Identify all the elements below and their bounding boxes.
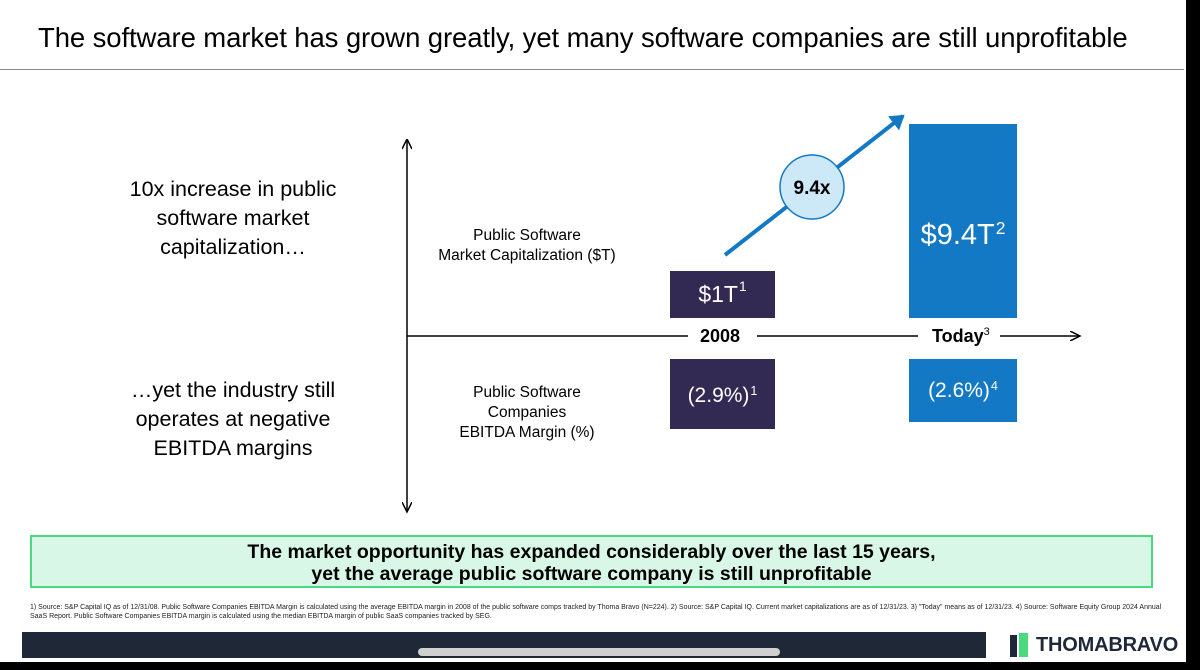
row-label-ebitda-line-2: Companies (487, 404, 567, 421)
bar-market-cap-today: $9.4T2 (909, 123, 1017, 318)
row-label-ebitda-line-3: EBITDA Margin (%) (459, 424, 595, 441)
left-bottom-line-1: …yet the industry still (130, 378, 336, 402)
slide-title: The software market has grown greatly, y… (38, 22, 1128, 53)
bar-ebitda-today: (2.6%)4 (909, 359, 1017, 422)
thoma-bravo-logo: THOMABRAVO (1010, 630, 1178, 660)
source-footnote: 1) Source: S&P Capital IQ as of 12/31/08… (30, 604, 1162, 620)
x-label-today-text: Today (932, 326, 984, 346)
bar-market-cap-today-label: $9.4T (920, 218, 995, 251)
left-top-line-1: 10x increase in public (129, 177, 337, 201)
bar-ebitda-2008: (2.9%)1 (670, 359, 775, 429)
scroll-handle[interactable] (418, 648, 780, 656)
left-top-line-2: software market (156, 206, 310, 230)
footnote-ref-2: 2 (995, 217, 1006, 238)
row-label-ebitda: Public Software Companies EBITDA Margin … (412, 383, 642, 443)
bottom-edge (0, 662, 1200, 670)
row-label-ebitda-line-1: Public Software (473, 384, 581, 401)
row-label-market-cap: Public Software Market Capitalization ($… (412, 226, 642, 266)
footnote-ref-1: 1 (738, 279, 747, 295)
window-edge (1186, 0, 1200, 670)
x-label-2008: 2008 (700, 326, 740, 347)
bar-market-cap-2008-label: $1T (698, 281, 738, 307)
left-top-line-3: capitalization… (160, 235, 306, 259)
x-label-today: Today3 (932, 326, 990, 347)
key-takeaway-banner: The market opportunity has expanded cons… (30, 535, 1153, 588)
left-top-description: 10x increase in public software market c… (108, 175, 358, 262)
footnote-ref-1b: 1 (750, 384, 758, 399)
x-label-2008-text: 2008 (700, 326, 741, 346)
left-bottom-line-3: EBITDA margins (153, 436, 313, 460)
bar-ebitda-today-label: (2.6%) (928, 379, 990, 402)
footnote-ref-3: 3 (983, 326, 990, 338)
bar-ebitda-2008-label: (2.9%) (687, 384, 750, 407)
logo-mark-icon (1010, 633, 1028, 657)
title-divider (0, 69, 1184, 70)
growth-multiple-label: 9.4x (794, 178, 831, 199)
row-label-market-cap-line-1: Public Software (473, 227, 581, 244)
banner-line-1: The market opportunity has expanded cons… (247, 541, 936, 563)
banner-line-2: yet the average public software company … (311, 563, 872, 585)
row-label-market-cap-line-2: Market Capitalization ($T) (438, 247, 616, 264)
footnote-ref-4: 4 (990, 379, 998, 394)
growth-circle (779, 154, 845, 220)
left-bottom-line-2: operates at negative (135, 407, 331, 431)
logo-text: THOMABRAVO (1036, 633, 1179, 656)
bar-market-cap-2008: $1T 1 (670, 271, 775, 318)
left-bottom-description: …yet the industry still operates at nega… (103, 376, 363, 463)
